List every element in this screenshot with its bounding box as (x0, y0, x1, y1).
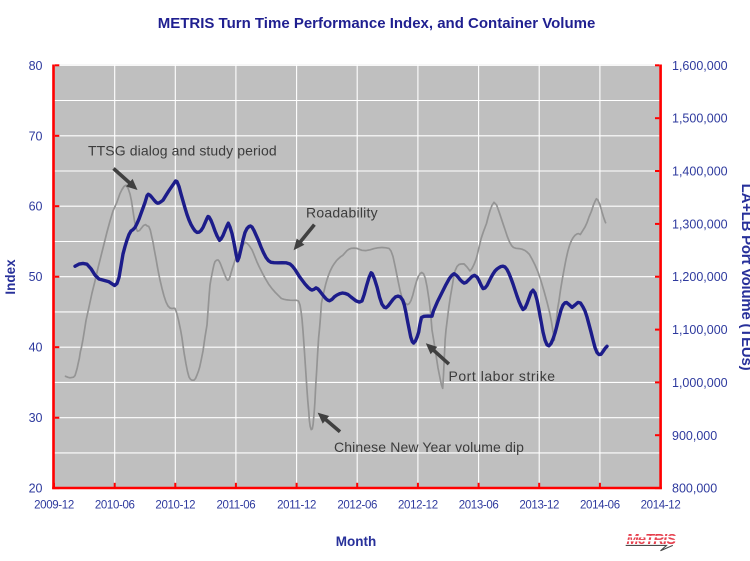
svg-text:70: 70 (29, 129, 43, 143)
svg-text:60: 60 (29, 200, 43, 214)
svg-text:1,600,000: 1,600,000 (672, 59, 728, 73)
svg-text:2013-06: 2013-06 (459, 500, 499, 512)
svg-text:20: 20 (29, 482, 43, 496)
svg-text:Roadability: Roadability (306, 205, 378, 221)
svg-text:50: 50 (29, 270, 43, 284)
svg-text:1,100,000: 1,100,000 (672, 323, 728, 337)
svg-text:Chinese New Year volume dip: Chinese New Year volume dip (334, 439, 524, 455)
svg-text:LA+LB Port Volume (TEUs): LA+LB Port Volume (TEUs) (738, 184, 750, 371)
svg-text:2011-06: 2011-06 (216, 500, 255, 512)
svg-text:2010-12: 2010-12 (155, 500, 195, 512)
svg-text:1,500,000: 1,500,000 (672, 112, 728, 126)
svg-text:800,000: 800,000 (672, 482, 717, 496)
svg-text:Month: Month (336, 534, 376, 549)
svg-text:2009-12: 2009-12 (34, 500, 74, 512)
svg-text:2014-06: 2014-06 (580, 500, 620, 512)
svg-text:80: 80 (29, 59, 43, 73)
svg-text:1,200,000: 1,200,000 (672, 270, 728, 284)
svg-text:Port labor strike: Port labor strike (449, 368, 556, 384)
svg-text:METRIS Turn Time Performance I: METRIS Turn Time Performance Index, and … (158, 15, 596, 32)
svg-text:900,000: 900,000 (672, 429, 717, 443)
svg-text:Index: Index (3, 259, 18, 295)
svg-text:30: 30 (29, 411, 43, 425)
svg-text:2011-12: 2011-12 (277, 500, 316, 512)
svg-text:1,400,000: 1,400,000 (672, 165, 728, 179)
svg-text:2012-06: 2012-06 (337, 500, 377, 512)
svg-text:2014-12: 2014-12 (641, 500, 681, 512)
svg-text:TTSG dialog and study period: TTSG dialog and study period (88, 143, 277, 159)
svg-text:2010-06: 2010-06 (95, 500, 135, 512)
svg-text:1,000,000: 1,000,000 (672, 376, 728, 390)
svg-text:40: 40 (29, 341, 43, 355)
svg-text:1,300,000: 1,300,000 (672, 217, 728, 231)
svg-text:2012-12: 2012-12 (398, 500, 438, 512)
svg-text:2013-12: 2013-12 (519, 500, 559, 512)
